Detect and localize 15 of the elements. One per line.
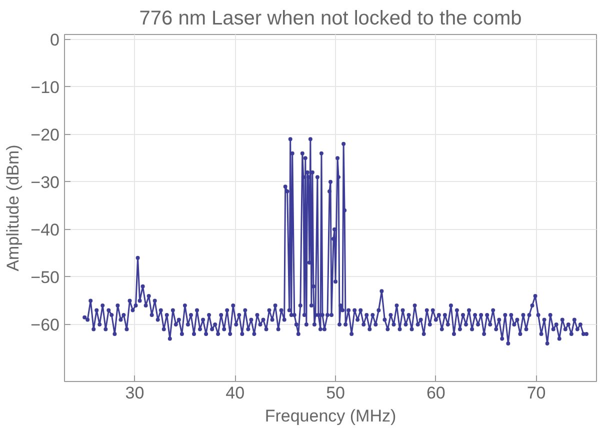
y-tick-label: −30 <box>30 172 60 192</box>
y-tick-label: −10 <box>30 78 60 97</box>
y-tick-label: −20 <box>30 125 60 144</box>
y-tick-label: 0 <box>50 30 60 50</box>
y-tick-label: −60 <box>30 315 60 334</box>
y-tick-label: −50 <box>30 268 60 287</box>
x-tick-label: 50 <box>326 384 345 402</box>
x-tick-label: 70 <box>526 384 546 402</box>
chart-title: 776 nm Laser when not locked to the comb <box>139 8 522 30</box>
x-tick-label: 40 <box>226 384 245 402</box>
x-tick-label: 60 <box>426 384 446 402</box>
y-tick-label: −40 <box>30 220 60 240</box>
y-axis-title: Amplitude (dBm) <box>4 144 23 272</box>
x-tick-label: 30 <box>125 384 144 402</box>
x-axis-title: Frequency (MHz) <box>264 406 396 426</box>
